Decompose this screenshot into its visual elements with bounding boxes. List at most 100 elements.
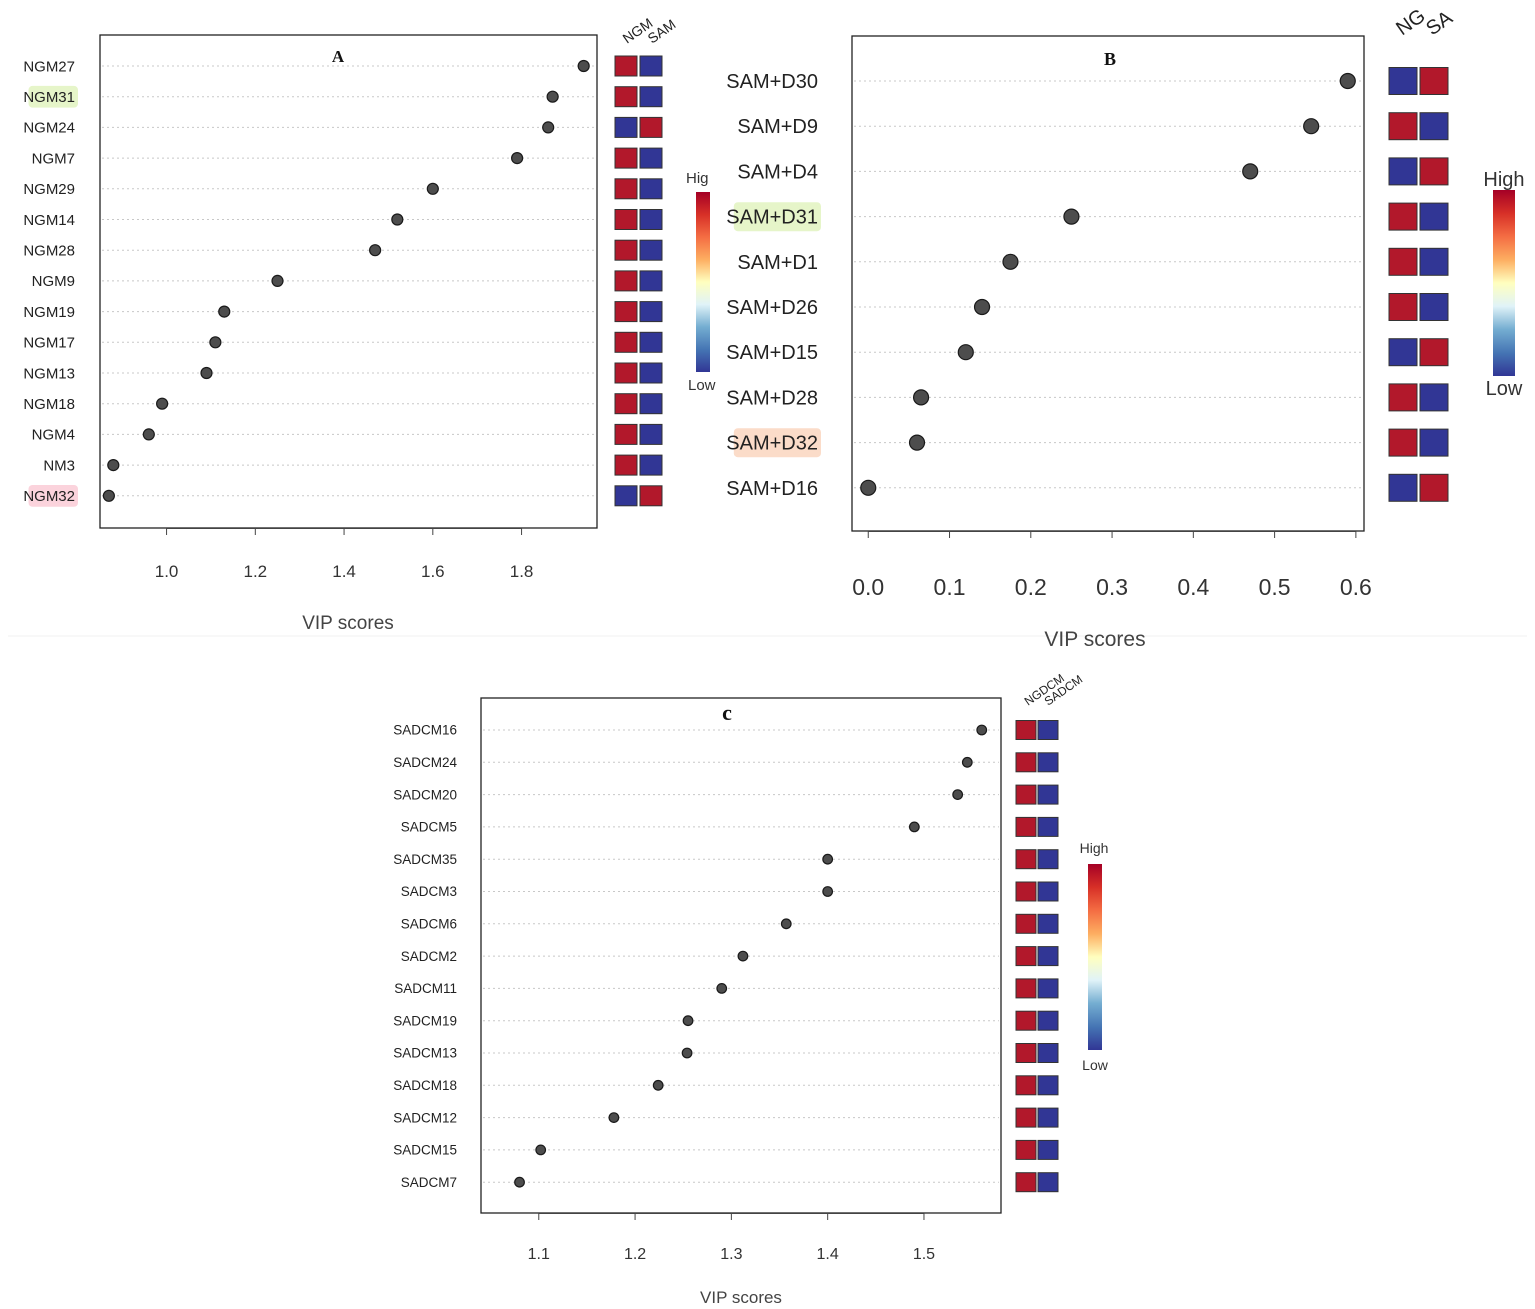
row-label: NGM17 xyxy=(23,335,75,352)
heat-cell xyxy=(614,485,638,507)
heat-cell xyxy=(639,116,663,138)
vip-point xyxy=(608,1112,620,1123)
label-highlight xyxy=(733,202,821,232)
row-label: SAM+D4 xyxy=(737,161,818,183)
vip-point xyxy=(908,434,926,451)
heat-cell xyxy=(1388,157,1418,186)
label-highlight xyxy=(733,428,821,458)
x-tick-label: 1.4 xyxy=(332,562,356,581)
row-label: SADCM16 xyxy=(393,723,457,738)
vip-point xyxy=(535,1144,547,1156)
row-label: NGM31 xyxy=(23,89,75,106)
vip-point xyxy=(577,59,590,73)
row-label: SADCM13 xyxy=(393,1046,457,1061)
row-label: NGM19 xyxy=(23,304,75,321)
legend-low-label: Low xyxy=(1082,1057,1109,1073)
row-label: SADCM2 xyxy=(401,949,457,964)
plot-frame xyxy=(99,34,598,529)
heat-cell xyxy=(1015,816,1037,837)
vip-point xyxy=(156,397,169,410)
x-tick-label: 1.3 xyxy=(720,1246,742,1263)
vip-point xyxy=(681,1047,693,1059)
color-legend-bar xyxy=(1088,864,1102,1050)
row-label: SAM+D32 xyxy=(726,433,818,455)
vip-point xyxy=(908,821,920,833)
group-label: SA xyxy=(1422,6,1457,40)
heat-cell xyxy=(1037,1172,1059,1193)
vip-point xyxy=(546,90,559,103)
row-label: SAM+D16 xyxy=(726,478,818,500)
vip-point xyxy=(976,724,988,736)
x-tick-label: 1.6 xyxy=(421,562,445,581)
row-label: SADCM11 xyxy=(394,981,457,996)
panel-c: c SADCM16 SADCM24 SADCM20 SADCM5 SADCM35 SADCM… xyxy=(393,671,1109,1307)
heat-cell xyxy=(1419,202,1449,231)
legend-low-label: Low xyxy=(688,377,716,394)
heat-cell xyxy=(639,454,663,476)
heat-cell xyxy=(1037,752,1059,773)
heat-cell xyxy=(614,178,638,200)
heat-cell xyxy=(1388,473,1418,502)
heat-cell xyxy=(639,86,663,108)
heat-cell xyxy=(1015,720,1037,740)
heat-cell xyxy=(1015,1139,1037,1160)
vip-point xyxy=(218,305,231,318)
row-label: NGM28 xyxy=(23,242,75,259)
row-label: SADCM6 xyxy=(401,917,457,932)
heat-cell xyxy=(614,147,638,169)
vip-point xyxy=(957,344,974,361)
legend-high-label: High xyxy=(1483,169,1524,191)
heat-cell xyxy=(1015,946,1037,967)
heat-cell xyxy=(1037,913,1059,934)
vip-point xyxy=(209,336,222,349)
x-tick-label: 1.4 xyxy=(817,1246,839,1263)
x-axis-label: VIP scores xyxy=(700,1288,782,1307)
x-tick-label: 1.2 xyxy=(243,562,267,581)
x-tick-label: 1.1 xyxy=(528,1246,550,1263)
heat-cell xyxy=(1037,1107,1059,1128)
vip-point xyxy=(1242,163,1259,180)
heat-cell xyxy=(614,86,638,108)
heat-cell xyxy=(1419,383,1449,412)
vip-point xyxy=(961,756,973,768)
vip-point xyxy=(912,389,930,406)
vip-point xyxy=(737,950,749,962)
heat-cell xyxy=(614,362,638,384)
row-label: SADCM18 xyxy=(393,1078,457,1093)
panel-title: B xyxy=(1104,49,1116,69)
heat-cell xyxy=(1419,67,1449,95)
heat-cell xyxy=(639,393,663,415)
row-label: SAM+D1 xyxy=(737,252,818,274)
row-label: SAM+D26 xyxy=(726,297,818,319)
row-label: SADCM3 xyxy=(401,884,457,899)
vip-point xyxy=(426,182,439,195)
x-axis-label: VIP scores xyxy=(1044,628,1145,651)
heat-cell xyxy=(1015,752,1037,773)
heat-cell xyxy=(614,209,638,230)
x-tick-label: 0.0 xyxy=(852,574,884,600)
heat-cell xyxy=(1015,913,1037,934)
color-legend-bar xyxy=(1493,190,1515,376)
heat-cell xyxy=(639,270,663,292)
vip-point xyxy=(682,1015,694,1027)
x-tick-label: 0.3 xyxy=(1096,574,1128,600)
vip-point xyxy=(271,274,284,287)
heat-cell xyxy=(639,55,663,77)
vip-point xyxy=(1339,72,1356,90)
heat-cell xyxy=(1037,946,1059,967)
heat-cell xyxy=(639,331,663,353)
x-tick-label: 0.6 xyxy=(1340,574,1372,600)
x-tick-label: 1.0 xyxy=(155,562,179,581)
heat-cell xyxy=(1015,1043,1037,1063)
heat-cell xyxy=(614,423,638,445)
vip-point xyxy=(780,918,792,930)
row-label: SAM+D30 xyxy=(726,71,818,93)
heat-cell xyxy=(1419,473,1449,502)
x-tick-label: 0.1 xyxy=(934,574,966,600)
row-label: SADCM7 xyxy=(401,1175,457,1190)
vip-point xyxy=(973,298,991,316)
vip-point xyxy=(716,983,728,994)
vip-point xyxy=(652,1079,664,1091)
heat-cell xyxy=(1037,978,1059,999)
vip-point xyxy=(952,789,964,800)
